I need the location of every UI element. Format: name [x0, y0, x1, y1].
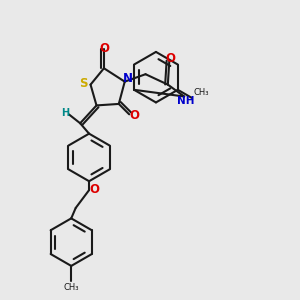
Text: O: O — [130, 109, 140, 122]
Text: CH₃: CH₃ — [194, 88, 209, 97]
Text: H: H — [61, 108, 69, 118]
Text: N: N — [123, 72, 133, 85]
Text: O: O — [165, 52, 175, 65]
Text: O: O — [89, 183, 99, 196]
Text: NH: NH — [177, 96, 194, 106]
Text: CH₃: CH₃ — [64, 283, 79, 292]
Text: S: S — [79, 76, 87, 90]
Text: O: O — [100, 42, 110, 55]
